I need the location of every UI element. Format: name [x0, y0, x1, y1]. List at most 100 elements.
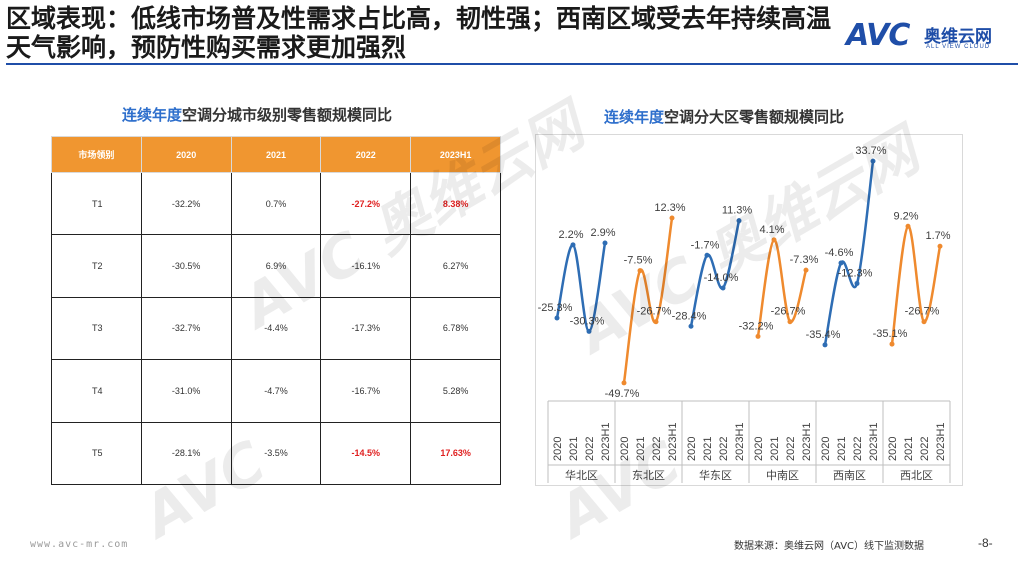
- chart-title-highlight: 连续年度: [604, 108, 665, 126]
- data-point: [822, 342, 828, 348]
- header-cell: 2020: [140, 136, 232, 173]
- logo-en: ALL VIEW CLOUD: [926, 44, 991, 50]
- data-label: -26.7%: [905, 306, 940, 318]
- data-point: [669, 215, 675, 221]
- value-cell: 5.28%: [410, 359, 501, 423]
- chart-title: 连续年度空调分大区零售额规模同比: [604, 106, 844, 127]
- category-tick-label: 2020: [820, 437, 832, 461]
- data-label: -26.7%: [771, 306, 806, 318]
- region-chart-frame: -25.3% 2020 2.2% 2021 -30.3% 2022 2.9% 2023H1 华北…: [535, 134, 963, 486]
- value-cell: -32.7%: [140, 296, 232, 361]
- data-label: -35.4%: [806, 329, 841, 341]
- value-cell: -32.2%: [140, 171, 232, 236]
- page-number: -8-: [978, 536, 993, 550]
- category-tick-label: 2023H1: [801, 422, 813, 461]
- value-cell: -14.5%: [320, 421, 412, 486]
- data-point: [637, 268, 643, 274]
- series-line: [890, 225, 942, 345]
- value-cell: 17.63%: [410, 421, 501, 486]
- data-label: -35.1%: [873, 328, 908, 340]
- category-tick-label: 2021: [635, 437, 647, 461]
- table-row: T1 -32.2% 0.7% -27.2% 8.38%: [51, 171, 501, 236]
- header-cell: 2021: [230, 136, 322, 173]
- table-row: T4 -31.0% -4.7% -16.7% 5.28%: [51, 359, 501, 423]
- value-cell: -30.5%: [140, 234, 232, 298]
- tier-cell: T2: [51, 234, 142, 298]
- data-point: [720, 285, 726, 291]
- data-point: [771, 237, 777, 243]
- data-label: 1.7%: [925, 230, 950, 242]
- category-tick-label: 2023H1: [667, 422, 679, 461]
- data-point: [838, 260, 844, 266]
- data-point: [621, 380, 627, 386]
- data-point: [870, 158, 876, 164]
- data-label: 33.7%: [855, 145, 886, 157]
- data-label: 4.1%: [759, 224, 784, 236]
- table-title-highlight: 连续年度: [122, 106, 183, 124]
- data-label: 2.2%: [558, 229, 583, 241]
- header-cell: 市场领别: [51, 136, 142, 173]
- data-label: -1.7%: [691, 239, 720, 251]
- chart-title-rest: 空调分大区零售额规模同比: [664, 108, 845, 126]
- data-point: [736, 218, 742, 224]
- city-tier-table: 市场领别 2020 2021 2022 2023H1 T1 -32.2% 0.7% -…: [51, 136, 501, 486]
- data-label: -7.5%: [624, 255, 653, 267]
- category-tick-label: 2020: [686, 437, 698, 461]
- value-cell: 0.7%: [230, 171, 322, 236]
- value-cell: -4.7%: [230, 359, 322, 423]
- data-label: 9.2%: [893, 210, 918, 222]
- category-tick-label: 2022: [919, 437, 931, 461]
- table-header-row: 市场领别 2020 2021 2022 2023H1: [51, 136, 501, 173]
- value-cell: 6.78%: [410, 296, 501, 361]
- table-title-rest: 空调分城市级别零售额规模同比: [182, 106, 393, 124]
- data-label: -28.4%: [672, 310, 707, 322]
- data-source: 数据来源：奥维云网（AVC）线下监测数据: [734, 541, 925, 552]
- data-point: [554, 315, 560, 321]
- data-label: -12.3%: [838, 267, 873, 279]
- data-point: [704, 252, 710, 258]
- data-point: [854, 280, 860, 286]
- category-tick-label: 2021: [836, 437, 848, 461]
- region-group-label: 华东区: [699, 468, 732, 482]
- title-divider: [6, 63, 1018, 65]
- value-cell: 8.38%: [410, 171, 501, 236]
- category-tick-label: 2023H1: [600, 422, 612, 461]
- series-line: [689, 220, 741, 327]
- category-tick-label: 2022: [651, 437, 663, 461]
- region-line-chart: -25.3%20202.2%2021-30.3%20222.9%2023H1华北…: [538, 145, 951, 483]
- value-cell: -27.2%: [320, 171, 412, 236]
- value-cell: 6.27%: [410, 234, 501, 298]
- series-line: [555, 242, 607, 333]
- table-row: T2 -30.5% 6.9% -16.1% 6.27%: [51, 234, 501, 298]
- value-cell: -31.0%: [140, 359, 232, 423]
- category-tick-label: 2023H1: [935, 422, 947, 461]
- data-point: [755, 333, 761, 339]
- tier-cell: T4: [51, 359, 142, 423]
- tier-cell: T3: [51, 296, 142, 361]
- category-tick-label: 2023H1: [734, 422, 746, 461]
- value-cell: -28.1%: [140, 421, 232, 486]
- category-tick-label: 2020: [619, 437, 631, 461]
- header-cell: 2023H1: [410, 136, 501, 173]
- series-line: [622, 217, 674, 384]
- slide-title: 区域表现：低线市场普及性需求占比高，韧性强；西南区域受去年持续高温天气影响，预防…: [6, 4, 832, 62]
- series-line: [823, 160, 875, 346]
- region-group-label: 华北区: [565, 468, 598, 482]
- table-row: T3 -32.7% -4.4% -17.3% 6.78%: [51, 296, 501, 361]
- data-point: [586, 328, 592, 334]
- category-tick-label: 2020: [753, 437, 765, 461]
- data-label: 2.9%: [590, 227, 615, 239]
- tier-cell: T1: [51, 171, 142, 236]
- data-label: -25.3%: [538, 302, 573, 314]
- value-cell: -17.3%: [320, 296, 412, 361]
- data-point: [921, 319, 927, 325]
- data-label: 12.3%: [654, 202, 685, 214]
- value-cell: 6.9%: [230, 234, 322, 298]
- series-line: [756, 238, 808, 337]
- logo-mark: AVC: [846, 18, 910, 53]
- tier-cell: T5: [51, 421, 142, 486]
- region-group-label: 中南区: [766, 469, 799, 482]
- data-label: -32.2%: [739, 320, 774, 332]
- data-label: -4.6%: [825, 247, 854, 259]
- data-point: [653, 319, 659, 325]
